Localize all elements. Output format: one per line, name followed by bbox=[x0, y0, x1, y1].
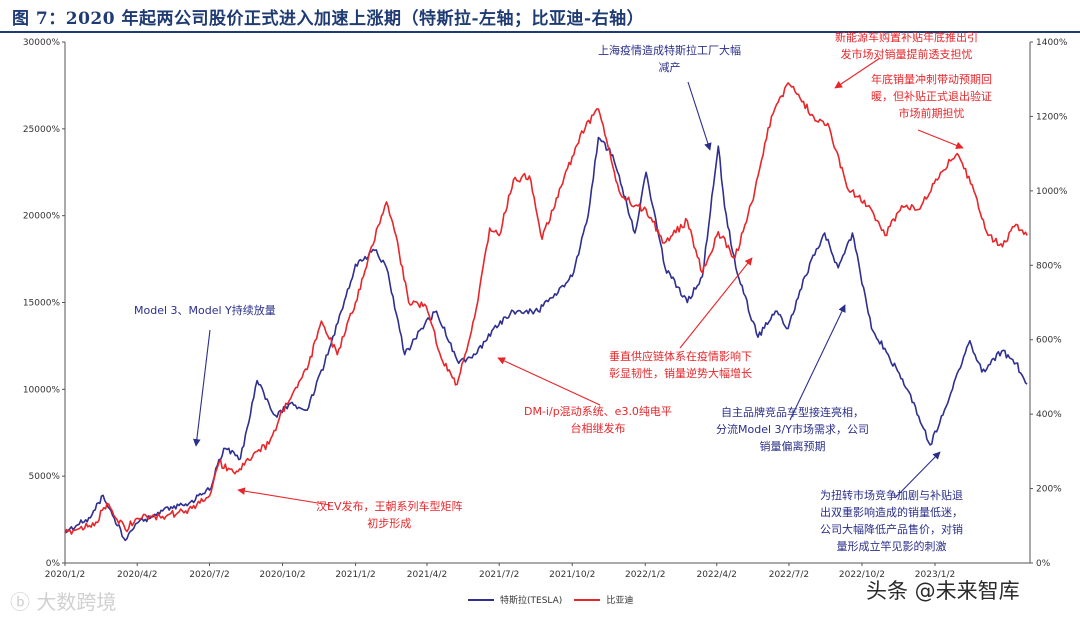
annotation-line: 分流Model 3/Y市场需求，公司 bbox=[716, 423, 869, 436]
arrow-shanghai bbox=[687, 81, 712, 151]
arrow-domestic-competition bbox=[789, 304, 846, 421]
y-left-tick-label: 15000% bbox=[23, 299, 61, 309]
annotation-line: 上海疫情造成特斯拉工厂大幅 bbox=[598, 44, 741, 57]
x-tick-label: 2020/7/2 bbox=[189, 570, 229, 580]
y-left-tick-label: 25000% bbox=[23, 125, 61, 135]
legend-swatch-byd bbox=[574, 598, 601, 601]
annotation-dmi: DM-i/p混动系统、e3.0纯电平 台相继发布 bbox=[524, 403, 672, 437]
arrow-han-ev bbox=[237, 487, 331, 506]
arrow-dmi bbox=[497, 357, 601, 406]
arrow-model3y bbox=[193, 329, 211, 447]
y-left-tick-label: 5000% bbox=[29, 472, 61, 482]
annotation-line: 出双重影响造成的销量低迷， bbox=[820, 506, 963, 519]
watermark-right: 头条 @未来智库 bbox=[866, 575, 1020, 605]
annotation-year-end: 年底销量冲刺带动预期回 暖，但补贴正式退出验证 市场前期担忧 bbox=[871, 71, 992, 122]
x-tick-label: 2022/7/2 bbox=[769, 570, 809, 580]
x-tick-label: 2022/10/2 bbox=[839, 570, 885, 580]
y-right-tick-label: 1200% bbox=[1036, 112, 1068, 122]
annotation-line: 暖，但补贴正式退出验证 bbox=[871, 90, 992, 103]
annotation-model3y: Model 3、Model Y持续放量 bbox=[134, 302, 276, 319]
y-right-tick-label: 1000% bbox=[1036, 187, 1068, 197]
annotation-line: 新能源车购置补贴年底推出引 bbox=[835, 31, 978, 44]
annotation-supply-chain: 垂直供应链体系在疫情影响下 彰显韧性，销量逆势大幅增长 bbox=[609, 348, 752, 382]
annotation-domestic-competition: 自主品牌竞品车型接连亮相， 分流Model 3/Y市场需求，公司 销量偏离预期 bbox=[716, 404, 869, 455]
chart-axes: 0%5000%10000%15000%20000%25000%30000%0%2… bbox=[23, 38, 1068, 580]
y-right-tick-label: 800% bbox=[1036, 261, 1062, 271]
figure-title: 图 7：2020 年起两公司股价正式进入加速上涨期（特斯拉-左轴；比亚迪-右轴） bbox=[12, 9, 645, 29]
legend-swatch-tesla bbox=[468, 598, 494, 601]
y-left-tick-label: 30000% bbox=[23, 38, 61, 48]
x-tick-label: 2020/1/2 bbox=[45, 570, 85, 580]
arrow-supply-chain bbox=[679, 257, 753, 349]
y-right-tick-label: 1400% bbox=[1036, 38, 1068, 48]
y-right-tick-label: 400% bbox=[1036, 410, 1062, 420]
x-tick-label: 2022/1/2 bbox=[625, 570, 665, 580]
watermark-logo-icon: ⓑ bbox=[10, 590, 37, 614]
annotation-line: 市场前期担忧 bbox=[898, 107, 965, 120]
annotation-arrows bbox=[193, 57, 964, 506]
arrow-subsidy bbox=[834, 57, 881, 89]
annotation-price-cut: 为扭转市场竞争加剧与补贴退 出双重影响造成的销量低迷， 公司大幅降低产品售价，对… bbox=[820, 487, 963, 555]
annotation-line: 发市场对销量提前透支担忧 bbox=[840, 48, 973, 61]
arrow-price-cut bbox=[894, 451, 941, 499]
x-tick-label: 2021/10/2 bbox=[549, 570, 595, 580]
annotation-line: DM-i/p混动系统、e3.0纯电平 bbox=[524, 405, 672, 418]
annotation-line: 汉EV发布，王朝系列车型矩阵 bbox=[316, 500, 463, 513]
x-tick-label: 2023/1/2 bbox=[915, 570, 955, 580]
legend-label-tesla: 特斯拉(TESLA) bbox=[500, 596, 563, 606]
annotation-line: 销量偏离预期 bbox=[759, 440, 826, 453]
annotation-line: Model 3、Model Y持续放量 bbox=[134, 304, 276, 317]
annotation-line: 垂直供应链体系在疫情影响下 bbox=[609, 350, 752, 363]
watermark-left-text: 大数跨境 bbox=[36, 590, 117, 614]
annotation-subsidy: 新能源车购置补贴年底推出引 发市场对销量提前透支担忧 bbox=[835, 29, 978, 63]
x-tick-label: 2021/4/2 bbox=[407, 570, 447, 580]
x-tick-label: 2022/4/2 bbox=[696, 570, 736, 580]
y-left-tick-label: 20000% bbox=[23, 212, 61, 222]
annotation-shanghai: 上海疫情造成特斯拉工厂大幅 减产 bbox=[598, 42, 741, 76]
annotation-line: 彰显韧性，销量逆势大幅增长 bbox=[609, 367, 752, 380]
watermark-right-text: 头条 @未来智库 bbox=[866, 579, 1020, 603]
x-tick-label: 2021/1/2 bbox=[335, 570, 375, 580]
annotation-line: 自主品牌竞品车型接连亮相， bbox=[720, 406, 864, 419]
y-right-tick-label: 200% bbox=[1036, 485, 1062, 495]
legend-label-byd: 比亚迪 bbox=[606, 596, 634, 606]
y-left-tick-label: 0% bbox=[46, 559, 61, 569]
series-line-tesla bbox=[64, 136, 1028, 542]
annotation-line: 量形成立竿见影的刺激 bbox=[836, 540, 947, 553]
arrow-year-end bbox=[917, 129, 964, 150]
y-right-tick-label: 600% bbox=[1036, 336, 1062, 346]
annotation-line: 为扭转市场竞争加剧与补贴退 bbox=[820, 489, 963, 502]
x-tick-label: 2020/10/2 bbox=[259, 570, 305, 580]
annotation-line: 年底销量冲刺带动预期回 bbox=[871, 73, 992, 86]
series-line-byd bbox=[64, 82, 1028, 535]
y-right-tick-label: 0% bbox=[1036, 559, 1051, 569]
x-tick-label: 2020/4/2 bbox=[117, 570, 157, 580]
annotation-line: 初步形成 bbox=[367, 517, 412, 530]
x-tick-label: 2021/7/2 bbox=[479, 570, 519, 580]
chart-legend: 特斯拉(TESLA) 比亚迪 bbox=[468, 593, 633, 606]
series-layer bbox=[64, 82, 1028, 542]
y-left-tick-label: 10000% bbox=[23, 385, 61, 395]
watermark-left: ⓑ 大数跨境 bbox=[10, 586, 116, 615]
annotation-han-ev: 汉EV发布，王朝系列车型矩阵 初步形成 bbox=[316, 498, 462, 532]
annotation-line: 减产 bbox=[658, 61, 681, 74]
annotation-line: 台相继发布 bbox=[570, 422, 626, 435]
title-rule bbox=[0, 31, 1080, 33]
annotation-line: 公司大幅降低产品售价，对销 bbox=[820, 523, 963, 536]
